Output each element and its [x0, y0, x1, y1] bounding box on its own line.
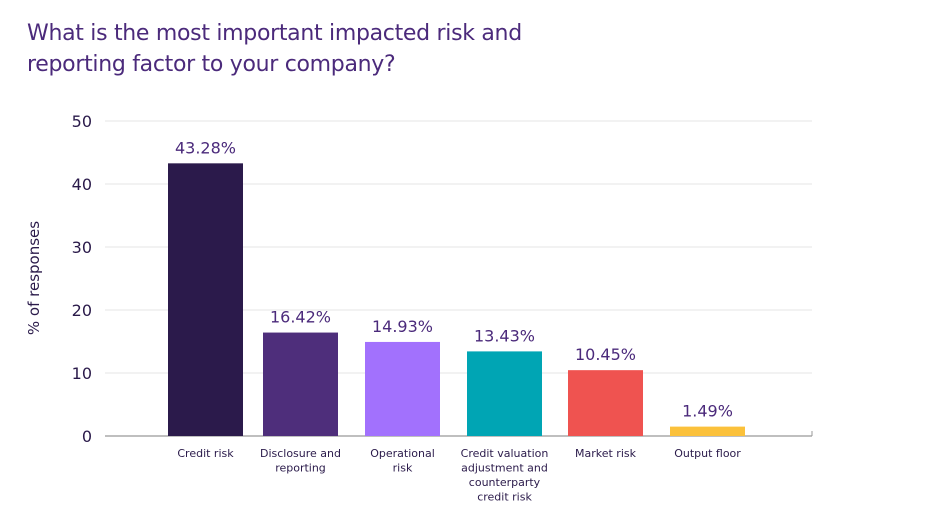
y-tick-label: 0: [82, 427, 92, 446]
category-label: Credit risk: [177, 447, 234, 460]
category-label-line: credit risk: [477, 491, 532, 504]
category-label: Credit valuation adjustment and counterpar…: [461, 447, 549, 504]
category-label: Disclosure and reporting: [260, 447, 341, 475]
category-label: Market risk: [575, 447, 637, 460]
category-label-line: reporting: [275, 462, 326, 475]
category-label-line: Output floor: [674, 447, 741, 460]
y-tick-label: 20: [72, 301, 92, 320]
bar: [568, 370, 643, 436]
y-tick-label: 10: [72, 364, 92, 383]
category-label: Output floor: [674, 447, 741, 460]
category-label-line: adjustment and: [461, 462, 548, 475]
data-label: 43.28%: [175, 138, 236, 157]
category-label-line: Credit risk: [177, 447, 234, 460]
category-label: Operational risk: [370, 447, 435, 475]
category-label-line: Market risk: [575, 447, 637, 460]
category-label-line: Operational: [370, 447, 435, 460]
y-tick-label: 50: [72, 112, 92, 131]
category-label-line: Credit valuation: [461, 447, 549, 460]
bar: [467, 351, 542, 436]
y-tick-label: 40: [72, 175, 92, 194]
category-label-line: Disclosure and: [260, 447, 341, 460]
category-label-line: counterparty: [469, 476, 541, 489]
chart-title: What is the most important impacted risk…: [27, 21, 522, 77]
data-label: 1.49%: [682, 402, 733, 421]
category-label-line: risk: [393, 462, 413, 475]
data-label: 16.42%: [270, 308, 331, 327]
y-tick-label: 30: [72, 238, 92, 257]
bar: [670, 426, 745, 436]
bar: [168, 163, 243, 436]
data-label: 13.43%: [474, 326, 535, 345]
bar: [365, 341, 440, 436]
data-label: 14.93%: [372, 317, 433, 336]
bar: [263, 332, 338, 436]
y-axis-label: % of responses: [25, 221, 43, 335]
data-label: 10.45%: [575, 345, 636, 364]
